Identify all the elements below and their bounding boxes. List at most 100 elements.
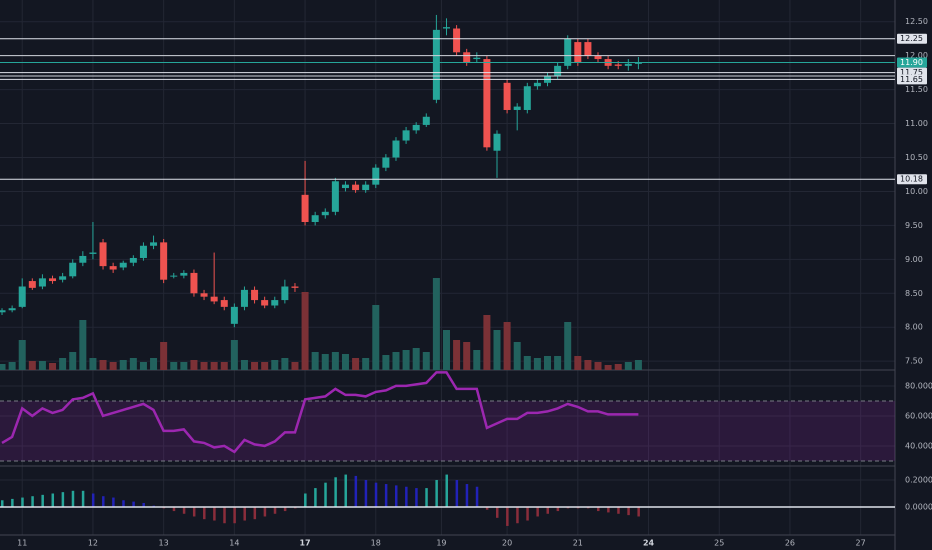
histogram-bar	[203, 507, 206, 520]
volume-bar	[220, 362, 228, 370]
volume-bar	[28, 361, 36, 370]
histogram-bar	[405, 486, 408, 508]
histogram-bar	[112, 497, 115, 508]
histogram-bar	[324, 482, 327, 508]
volume-bar	[109, 362, 117, 370]
volume-bar	[533, 358, 541, 370]
volume-bar	[291, 362, 299, 370]
y-tick-label: 9.50	[905, 221, 923, 230]
volume-bar	[584, 360, 592, 370]
candle-body	[523, 86, 531, 110]
histogram-bar	[142, 502, 145, 508]
volume-bar	[634, 360, 642, 370]
y-tick-label: 8.00	[905, 323, 923, 332]
volume-bar	[160, 342, 168, 370]
volume-bar	[251, 362, 259, 370]
candle-body	[190, 272, 198, 294]
x-tick-label: 11	[17, 539, 27, 548]
volume-bar	[453, 340, 461, 370]
volume-bar	[119, 360, 127, 370]
candle-body	[382, 157, 390, 168]
y-tick-label: 80.0000	[905, 381, 932, 390]
volume-bar	[544, 356, 552, 370]
volume-bar	[432, 278, 440, 370]
volume-bar	[493, 330, 501, 370]
histogram-bar	[182, 507, 186, 514]
candle-body	[150, 242, 158, 246]
volume-bar	[442, 330, 450, 370]
volume-bar	[554, 356, 562, 370]
histogram-bar	[455, 479, 459, 508]
histogram-bar	[21, 497, 24, 508]
rsi-line	[1, 371, 639, 454]
level-label-box	[897, 174, 927, 185]
candle-body	[119, 262, 127, 268]
volume-bar	[614, 364, 622, 370]
histogram-bar	[122, 500, 125, 508]
histogram-bar	[536, 507, 539, 517]
candle-body	[533, 82, 541, 87]
histogram-bar	[374, 482, 378, 508]
candle-body	[139, 245, 147, 258]
x-tick-label: 18	[371, 539, 381, 548]
volume-bar	[200, 362, 208, 370]
volume-bar	[139, 362, 147, 370]
volume-bar	[261, 362, 269, 370]
candle-body	[463, 52, 471, 63]
candle-body	[352, 184, 360, 191]
level-label: 11.90	[900, 58, 923, 67]
y-tick-label: 11.00	[905, 119, 928, 128]
candle-body	[483, 59, 491, 148]
volume-bar	[483, 315, 491, 370]
candle-body	[170, 275, 178, 277]
candle-body	[79, 255, 87, 263]
candle-body	[341, 184, 349, 189]
volume-bar	[301, 292, 309, 370]
histogram-bar	[556, 507, 560, 512]
candle-body	[372, 167, 380, 185]
volume-bar	[574, 356, 582, 370]
histogram-bar	[334, 477, 337, 508]
volume-bar	[503, 322, 511, 370]
histogram-bar	[51, 493, 55, 508]
volume-bar	[513, 342, 521, 370]
y-tick-label: 60.0000	[905, 411, 932, 420]
candle-body	[584, 42, 592, 56]
histogram-bar	[132, 501, 135, 508]
candle-body	[291, 286, 299, 288]
candle-body	[251, 289, 259, 301]
histogram-bar	[546, 507, 550, 514]
volume-bar	[352, 358, 360, 370]
histogram-bar	[243, 507, 246, 521]
histogram-bar	[425, 488, 428, 508]
volume-bar	[473, 350, 481, 370]
candle-body	[49, 278, 57, 282]
histogram-bar	[637, 507, 640, 517]
volume-bar	[180, 362, 188, 370]
candle-body	[453, 28, 461, 53]
candle-body	[210, 296, 218, 302]
candle-body	[422, 116, 430, 125]
candle-body	[624, 63, 632, 66]
volume-bar	[281, 358, 289, 370]
histogram-bar	[506, 507, 509, 526]
volume-bar	[190, 360, 198, 370]
x-tick-label: 26	[785, 539, 795, 548]
histogram-bar	[314, 488, 317, 508]
histogram-bar	[344, 474, 347, 508]
y-tick-label: 12.50	[905, 17, 928, 26]
candle-body	[160, 242, 168, 280]
histogram-bar	[495, 507, 499, 518]
volume-bar	[523, 356, 531, 370]
x-tick-label: 20	[502, 539, 512, 548]
histogram-bar	[41, 494, 44, 508]
volume-bar	[331, 352, 339, 370]
candle-body	[180, 272, 188, 276]
y-tick-label: 12.00	[905, 51, 928, 60]
y-tick-label: 11.50	[905, 85, 928, 94]
candle-body	[240, 289, 248, 307]
x-tick-label: 21	[573, 539, 583, 548]
candle-body	[513, 106, 521, 110]
y-tick-label: 0.0000	[905, 503, 932, 512]
